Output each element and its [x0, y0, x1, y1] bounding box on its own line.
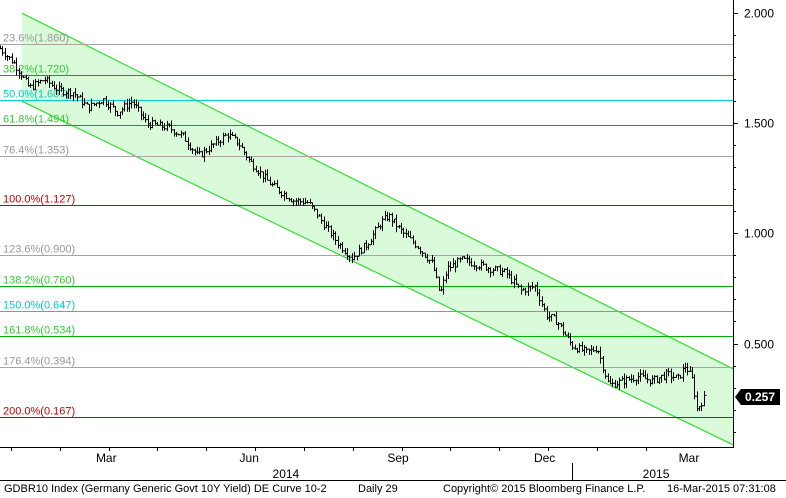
period-label: Daily 29	[358, 483, 398, 495]
fib-label-9: 161.8%(0.534)	[3, 325, 75, 337]
copyright-text: Copyright© 2015 Bloomberg Finance L.P.	[443, 483, 646, 495]
security-description: GDBR10 Index (Germany Generic Govt 10Y Y…	[4, 483, 327, 495]
y-tick-label-2: 1.000	[744, 227, 774, 241]
fib-label-5: 100.0%(1.127)	[3, 194, 75, 206]
fib-label-6: 123.6%(0.900)	[3, 244, 75, 256]
x-month-label-2: Sep	[387, 451, 409, 465]
price-bars	[0, 45, 707, 412]
fib-label-2: 50.0%(1.607)	[3, 89, 69, 101]
fib-label-7: 138.2%(0.760)	[3, 275, 75, 287]
x-month-label-0: Mar	[96, 451, 117, 465]
channel-lower-line	[21, 100, 734, 446]
last-price-label: 0.257	[745, 390, 775, 404]
fibonacci-levels: 23.6%(1.860) 38.2%(1.720) 50.0%(1.607) 61.8…	[0, 33, 733, 418]
fib-label-1: 38.2%(1.720)	[3, 64, 69, 76]
x-year-label-1: 2015	[643, 467, 670, 481]
timestamp-text: 16-Mar-2015 07:31:08	[667, 483, 776, 495]
fib-label-0: 23.6%(1.860)	[3, 33, 69, 45]
fib-label-8: 150.0%(0.647)	[3, 300, 75, 312]
y-tick-label-3: 0.500	[744, 338, 774, 352]
fib-label-4: 76.4%(1.353)	[3, 145, 69, 157]
axes: 2.000 1.500 1.000 0.500 0.257 Mar Jun Sep Dec Mar…	[0, 0, 786, 481]
x-month-label-1: Jun	[240, 451, 259, 465]
ohlc-series	[0, 45, 707, 412]
fib-label-3: 61.8%(1.494)	[3, 114, 69, 126]
y-tick-label-0: 2.000	[744, 7, 774, 21]
fib-label-11: 200.0%(0.167)	[3, 406, 75, 418]
x-month-label-4: Mar	[679, 451, 700, 465]
channel-upper-line	[21, 12, 734, 370]
x-year-label-0: 2014	[273, 467, 300, 481]
x-month-label-3: Dec	[534, 451, 555, 465]
last-price-marker	[735, 389, 780, 406]
fib-label-10: 176.4%(0.394)	[3, 356, 75, 368]
y-tick-label-1: 1.500	[744, 117, 774, 131]
chart-footer: GDBR10 Index (Germany Generic Govt 10Y Y…	[0, 481, 786, 498]
